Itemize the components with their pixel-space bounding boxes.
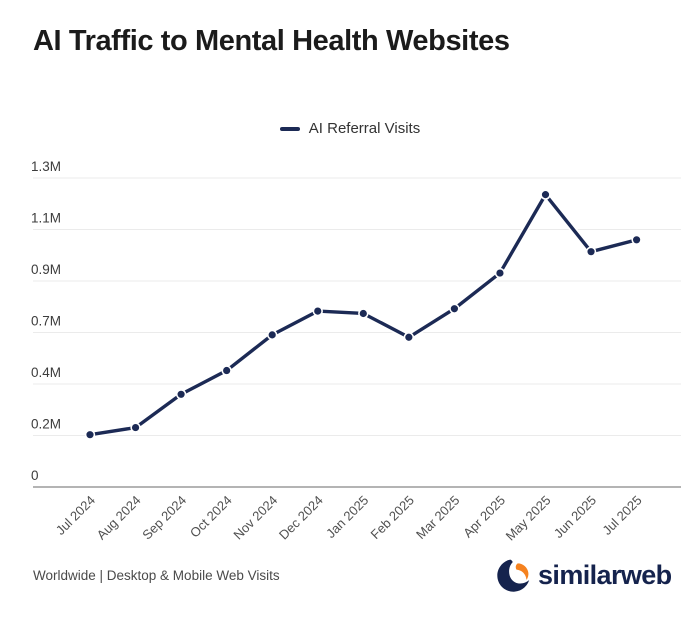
data-point[interactable] [494,267,506,279]
x-axis-tick-label: Oct 2024 [187,493,235,541]
y-axis-tick-label: 0.4M [31,365,61,380]
data-point[interactable] [221,365,232,376]
page-title: AI Traffic to Mental Health Websites [33,25,510,57]
x-axis-tick-label: May 2025 [503,493,554,544]
similarweb-logo-icon [497,559,530,592]
similarweb-logo: similarweb [496,558,672,593]
data-point[interactable] [267,329,278,341]
data-point[interactable] [358,308,369,319]
chart-legend: AI Referral Visits [0,120,700,137]
y-axis-tick-label: 1.1M [31,211,61,226]
y-axis-tick-label: 0.2M [31,416,61,431]
x-axis-tick-label: Jul 2024 [53,493,98,538]
y-axis-tick-label: 0.7M [31,314,61,329]
data-point[interactable] [631,234,642,246]
data-point[interactable] [130,422,141,433]
x-axis-tick-label: Jul 2025 [599,493,644,538]
y-axis-tick-label: 0 [31,468,39,483]
x-axis-tick-label: Feb 2025 [368,493,417,542]
similarweb-wordmark: similarweb [538,560,672,590]
data-point[interactable] [540,189,551,200]
x-axis-tick-label: Sep 2024 [139,493,189,543]
data-point[interactable] [175,389,187,400]
data-point[interactable] [312,305,323,317]
x-axis-tick-label: Jun 2025 [551,493,599,541]
x-axis-tick-label: Dec 2024 [276,493,326,543]
legend-line-marker-icon [279,126,300,131]
data-point[interactable] [403,332,415,343]
x-axis-tick-label: Mar 2025 [413,493,462,542]
x-axis-tick-label: Aug 2024 [94,493,144,543]
x-axis-tick-label: Nov 2024 [230,493,280,543]
y-axis-tick-label: 0.9M [31,262,61,277]
chart-source-note: Worldwide | Desktop & Mobile Web Visits [33,568,280,583]
x-axis-tick-label: Jan 2025 [323,493,371,541]
legend-label: AI Referral Visits [308,120,421,137]
data-point[interactable] [84,429,96,440]
data-point[interactable] [449,303,460,314]
x-axis-tick-label: Apr 2025 [460,493,508,541]
y-axis-tick-label: 1.3M [31,159,61,174]
data-point[interactable] [585,246,597,257]
